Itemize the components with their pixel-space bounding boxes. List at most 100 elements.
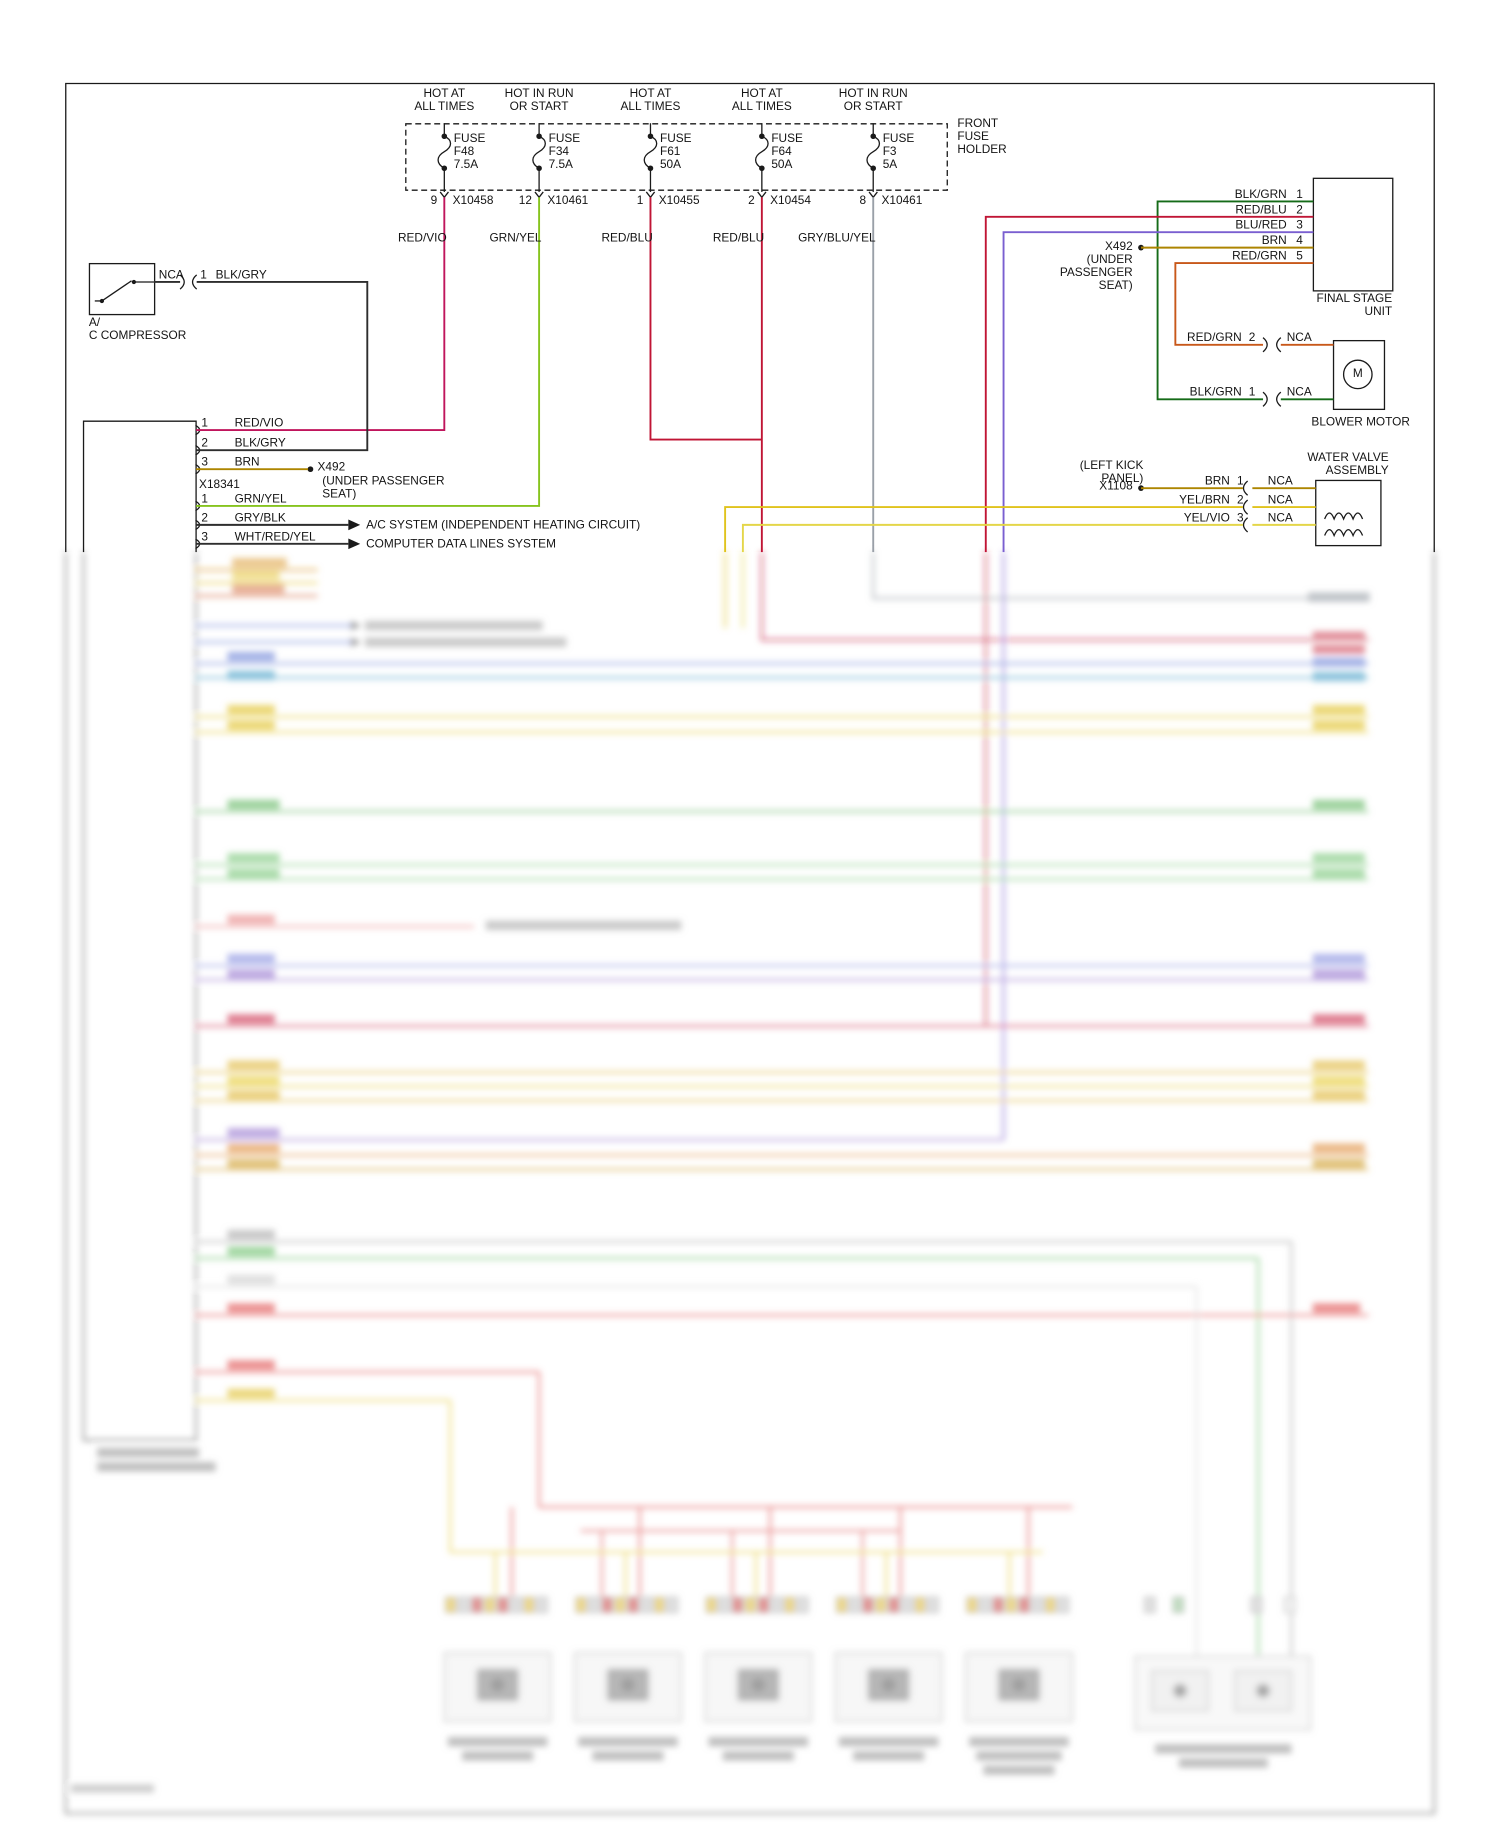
- front-fuse-holder-box: [405, 123, 948, 191]
- fuse5-pin-number: 8: [859, 194, 867, 208]
- ac-system-destination-label: A/C SYSTEM (INDEPENDENT HEATING CIRCUIT): [366, 518, 641, 532]
- fuse1-hot-label: HOT AT ALL TIMES: [414, 87, 475, 114]
- fuse1-connector-label: X10458: [452, 194, 494, 208]
- wire-red-grn: [1174, 262, 1334, 346]
- fsu-pin4-color: BRN: [1261, 234, 1287, 248]
- final-stage-unit-label: FINAL STAGE UNIT: [1316, 292, 1393, 319]
- module-pin2-color: BLK/GRY: [234, 437, 286, 451]
- blower-pin2-number: 2: [1248, 331, 1256, 345]
- compressor-pin-number: 1: [200, 268, 207, 282]
- wire-red-vio: [196, 197, 446, 432]
- module-pin1-color: RED/VIO: [234, 417, 284, 431]
- blower-pin1-color: BLK/GRN: [1189, 386, 1242, 400]
- fuse1-pin-number: 9: [430, 194, 438, 208]
- blower-pin1-nca: NCA: [1286, 386, 1312, 400]
- valve-pin1-number: 1: [1236, 475, 1244, 489]
- arrow-to-ac-system: [348, 519, 361, 531]
- wire-red-blu-fsu: [984, 215, 1314, 553]
- fuse2-info-label: FUSE F34 7.5A: [548, 132, 581, 172]
- fsu-pin5-number: 5: [1296, 249, 1303, 264]
- compressor-wire-color: BLK/GRY: [215, 268, 267, 282]
- connector-symbol: [1242, 480, 1249, 496]
- fuse3-pin-number: 1: [636, 194, 644, 208]
- module-pin3-color: BRN: [234, 456, 260, 470]
- water-valve-box: [1315, 479, 1382, 547]
- fuse4-connector-label: X10454: [770, 194, 811, 208]
- module-pin6-number: 3: [201, 530, 209, 544]
- valve-pin2-nca: NCA: [1267, 494, 1293, 508]
- motor-symbol: [1342, 359, 1373, 390]
- fuse2-pin-number: 12: [518, 194, 532, 208]
- module-pin1-number: 1: [201, 417, 209, 431]
- blower-motor-label: BLOWER MOTOR: [1311, 415, 1410, 429]
- x492-location-note: (UNDER PASSENGER SEAT): [1059, 253, 1133, 293]
- module-pin5-number: 2: [201, 511, 209, 525]
- valve-coil-symbol: [1324, 528, 1364, 538]
- fsu-pin1-color: BLK/GRN: [1234, 188, 1287, 202]
- blower-motor-box: [1332, 339, 1386, 411]
- connector-symbol: [1276, 337, 1282, 353]
- valve-pin3-nca: NCA: [1267, 511, 1293, 525]
- module-pin4-color: GRN/YEL: [234, 492, 287, 506]
- wire-yel-vio: [741, 523, 1316, 553]
- fuse4-info-label: FUSE F64 50A: [771, 132, 803, 172]
- fuse2-wire-color-label: GRN/YEL: [489, 232, 542, 246]
- wire-blk-gry: [154, 281, 369, 452]
- junction-dots: [99, 244, 1144, 550]
- fuse3-info-label: FUSE F61 50A: [659, 132, 692, 172]
- fuse3-connector-label: X10455: [658, 194, 700, 208]
- module-pin6-color: WHT/RED/YEL: [234, 530, 316, 544]
- valve-pin3-color: YEL/VIO: [1183, 511, 1230, 525]
- left-kick-panel-note: (LEFT KICK PANEL): [1079, 459, 1144, 486]
- valve-coil-symbol: [1324, 512, 1364, 521]
- valve-pin1-nca: NCA: [1267, 475, 1293, 489]
- fuse5-hot-label: HOT IN RUN OR START: [838, 87, 908, 114]
- ac-compressor-box: [88, 262, 156, 316]
- final-stage-unit-box: [1312, 177, 1394, 292]
- fsu-pin4-number: 4: [1296, 234, 1303, 248]
- valve-pin2-color: YEL/BRN: [1179, 494, 1230, 508]
- module-pin2-number: 2: [201, 437, 209, 451]
- connector-symbol: [1262, 337, 1268, 353]
- module-x492-note: (UNDER PASSENGER SEAT): [322, 475, 445, 502]
- x492-connector-label: X492: [1105, 240, 1133, 254]
- module-pin3-number: 3: [201, 456, 209, 470]
- blurred-region: [65, 552, 1435, 1815]
- wire-grn-yel: [196, 197, 541, 507]
- sheet-border: [65, 82, 1435, 553]
- compressor-nca-label: NCA: [158, 268, 184, 282]
- blurred-label-blobs: [71, 558, 1370, 1793]
- fuse1-wire-color-label: RED/VIO: [397, 232, 447, 246]
- blower-pin1-number: 1: [1248, 386, 1256, 400]
- wire-blk-grn: [1156, 200, 1334, 401]
- module-pin4-number: 1: [201, 492, 209, 506]
- fsu-pin2-color: RED/BLU: [1235, 203, 1287, 217]
- motor-m-letter: M: [1352, 367, 1363, 381]
- wire-blu-red: [1002, 231, 1314, 553]
- blurred-bottom-components: [443, 1596, 1312, 1775]
- wire-yel-brn: [724, 506, 1316, 553]
- blower-pin2-color: RED/GRN: [1187, 331, 1242, 345]
- fuse5-wire-color-label: GRY/BLU/YEL: [798, 232, 876, 246]
- valve-pin2-number: 2: [1236, 494, 1244, 508]
- fuse4-pin-number: 2: [748, 194, 755, 208]
- fsu-pin1-number: 1: [1296, 188, 1303, 202]
- fuse5-connector-label: X10461: [881, 194, 923, 208]
- connector-symbol: [1262, 391, 1268, 407]
- fsu-pin5-color: RED/GRN: [1232, 249, 1287, 264]
- connector-symbol: [179, 274, 185, 290]
- fuse4-hot-label: HOT AT ALL TIMES: [731, 87, 792, 114]
- fsu-pin3-color: BLU/RED: [1235, 219, 1287, 233]
- fsu-pin3-number: 3: [1296, 219, 1303, 233]
- fuse2-connector-label: X10461: [547, 194, 589, 208]
- connector-symbol: [191, 274, 198, 290]
- water-valve-label: WATER VALVE ASSEMBLY: [1307, 451, 1389, 478]
- connector-symbol: [1242, 499, 1249, 515]
- fuse1-info-label: FUSE F48 7.5A: [453, 132, 486, 172]
- x18341-connector-label: X18341: [199, 478, 240, 492]
- fuse2-hot-label: HOT IN RUN OR START: [504, 87, 574, 114]
- valve-pin3-number: 3: [1236, 511, 1244, 525]
- blower-pin2-nca: NCA: [1286, 331, 1312, 345]
